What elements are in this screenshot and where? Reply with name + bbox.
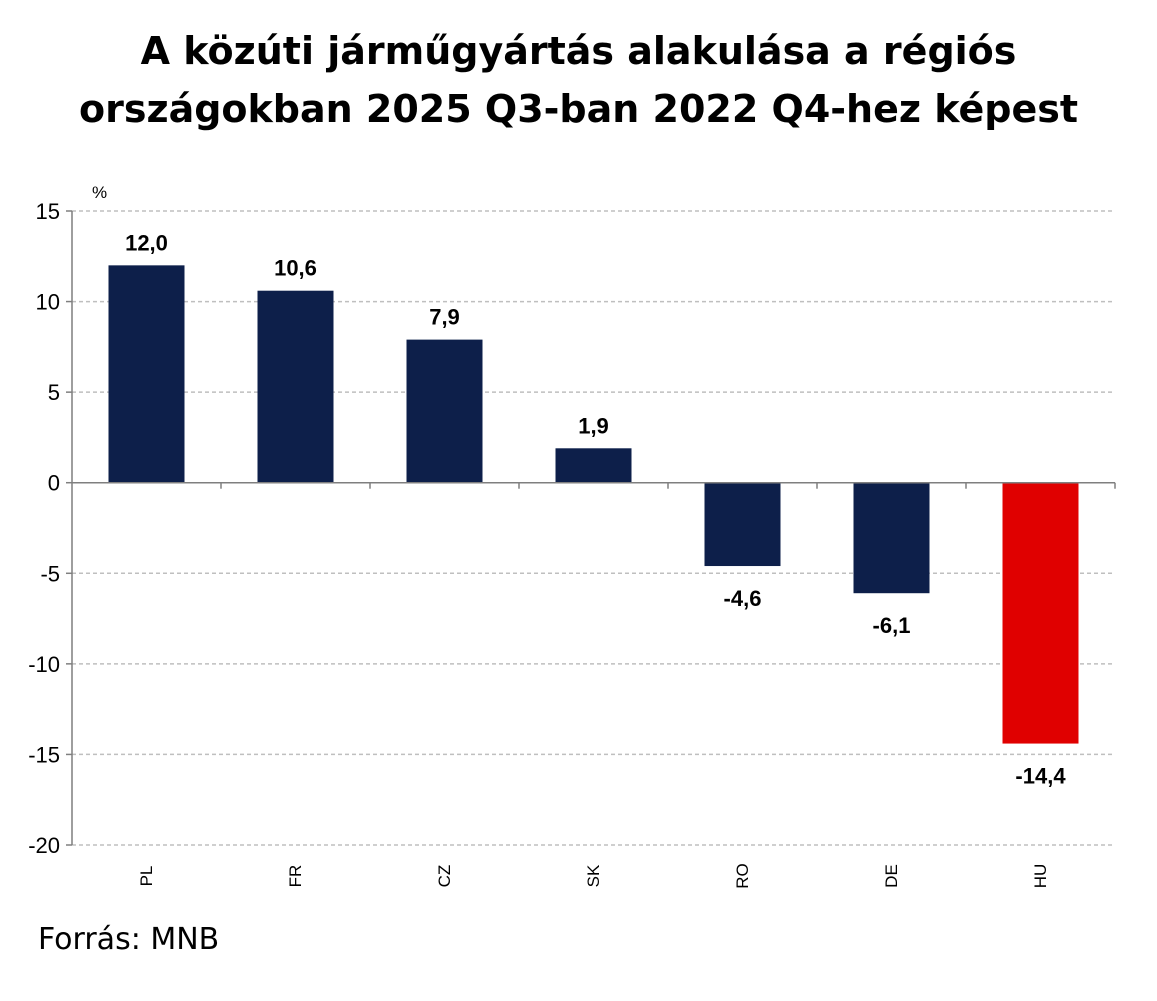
bar-ro <box>704 482 781 567</box>
bar-cz <box>406 339 483 483</box>
x-tick-label-de: DE <box>882 864 901 888</box>
y-tick-label: 15 <box>36 199 60 224</box>
data-label-pl: 12,0 <box>125 230 168 255</box>
data-label-ro: -4,6 <box>724 586 762 611</box>
x-tick-label-fr: FR <box>286 865 305 888</box>
bar-sk <box>555 448 632 483</box>
data-label-hu: -14,4 <box>1015 764 1066 789</box>
y-tick-label: 0 <box>48 471 60 496</box>
chart-title-line-1: A közúti járműgyártás alakulása a régiós <box>140 29 1017 73</box>
bar-fr <box>257 290 334 483</box>
x-tick-label-cz: CZ <box>435 865 454 888</box>
x-tick-label-pl: PL <box>137 866 156 887</box>
y-tick-label: -20 <box>28 833 60 858</box>
bar-hu <box>1002 482 1079 744</box>
x-tick-label-ro: RO <box>733 863 752 889</box>
chart-title: A közúti járműgyártás alakulása a régiós… <box>0 22 1157 138</box>
chart-title-line-2: országokban 2025 Q3-ban 2022 Q4-hez képe… <box>78 87 1079 131</box>
y-tick-label: 5 <box>48 380 60 405</box>
y-tick-label: -15 <box>28 742 60 767</box>
data-label-sk: 1,9 <box>578 413 609 438</box>
y-tick-label: -5 <box>40 561 60 586</box>
data-label-fr: 10,6 <box>274 256 317 281</box>
bar-pl <box>108 265 185 483</box>
x-tick-label-hu: HU <box>1031 864 1050 889</box>
x-tick-label-sk: SK <box>584 864 603 887</box>
data-label-de: -6,1 <box>873 613 911 638</box>
y-axis-unit: % <box>92 183 107 202</box>
y-tick-label: 10 <box>36 290 60 315</box>
source-note: Forrás: MNB <box>38 922 220 957</box>
y-tick-label: -10 <box>28 652 60 677</box>
data-label-cz: 7,9 <box>429 305 460 330</box>
bar-de <box>853 482 930 594</box>
